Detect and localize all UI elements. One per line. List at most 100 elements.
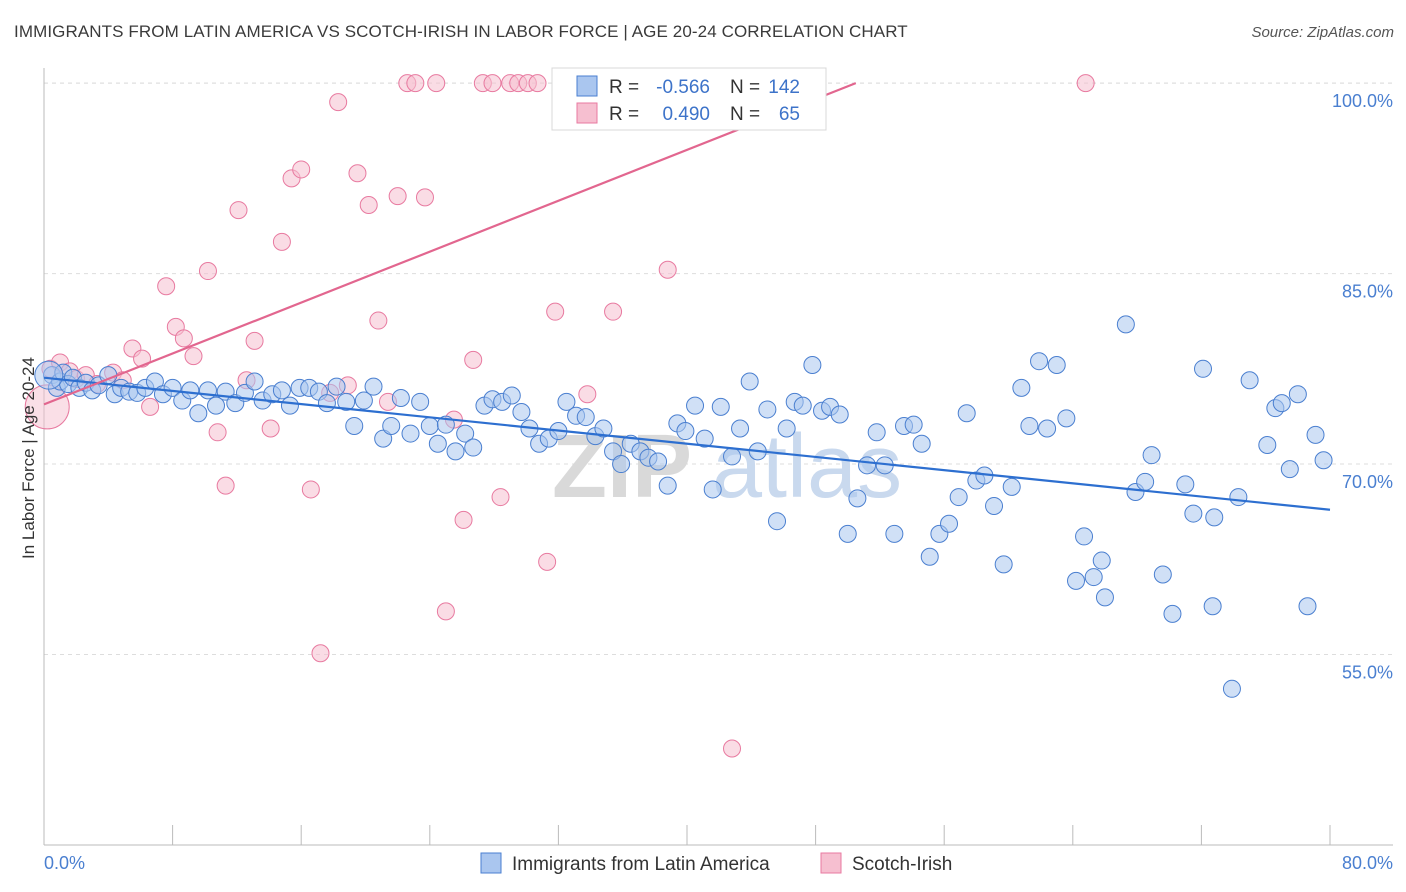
latin-america-point — [920, 547, 939, 566]
scotch-irish-point — [329, 93, 348, 112]
latin-america-point — [1205, 508, 1224, 527]
latin-america-point — [1116, 315, 1135, 334]
latin-america-point — [1229, 488, 1248, 507]
scotch-irish-point — [454, 510, 473, 529]
stat-r-label-pink: R = — [609, 104, 639, 125]
y-tick-label: 100.0% — [1332, 91, 1393, 111]
latin-america-point — [337, 392, 356, 411]
latin-america-point — [686, 396, 705, 415]
latin-america-point — [456, 424, 475, 443]
scotch-irish-point — [245, 331, 264, 350]
latin-america-point — [1142, 446, 1161, 465]
stats-swatch-blue — [576, 75, 598, 97]
y-tick-label: 70.0% — [1342, 472, 1393, 492]
latin-america-point — [1136, 472, 1155, 491]
latin-america-point — [198, 381, 217, 400]
latin-america-point — [1306, 425, 1325, 444]
latin-america-point — [576, 408, 595, 427]
scotch-irish-point — [427, 74, 446, 93]
trend-line-latin-america — [43, 376, 1331, 511]
y-tick-label: 85.0% — [1342, 282, 1393, 302]
latin-america-point — [838, 524, 857, 543]
latin-america-point — [207, 396, 226, 415]
scotch-irish-point — [292, 160, 311, 179]
latin-america-point — [245, 372, 264, 391]
latin-america-point — [604, 442, 623, 461]
latin-america-point — [676, 422, 695, 441]
scotch-irish-point — [272, 232, 291, 251]
scotch-irish-point — [578, 385, 597, 404]
latin-america-point — [411, 392, 430, 411]
legend-swatch-scotch-irish — [820, 852, 842, 874]
latin-america-point — [612, 455, 631, 474]
latin-america-point — [649, 452, 668, 471]
legend-label-latin-america: Immigrants from Latin America — [512, 854, 770, 875]
scotch-irish-point — [538, 552, 557, 571]
latin-america-point — [1203, 597, 1222, 616]
latin-america-point — [867, 423, 886, 442]
latin-america-point — [758, 400, 777, 419]
latin-america-point — [1092, 551, 1111, 570]
latin-america-point — [345, 416, 364, 435]
latin-america-point — [189, 404, 208, 423]
stats-swatch-pink — [576, 102, 598, 124]
latin-america-point — [1153, 565, 1172, 584]
latin-america-point — [1272, 394, 1291, 413]
axes — [43, 68, 1393, 846]
latin-america-point — [885, 524, 904, 543]
latin-america-point — [1038, 419, 1057, 438]
latin-america-point — [1075, 527, 1094, 546]
scotch-irish-point — [229, 201, 248, 220]
scotch-irish-point — [359, 196, 378, 214]
stat-n-value-pink: 65 — [779, 104, 800, 125]
latin-america-point — [731, 419, 750, 438]
scotch-irish-point — [311, 644, 330, 663]
scotch-irish-point — [198, 262, 217, 281]
legend-label-scotch-irish: Scotch-Irish — [852, 854, 952, 875]
latin-america-point — [354, 391, 373, 410]
latin-america-point — [1314, 451, 1333, 470]
stat-r-value-blue: -0.566 — [656, 77, 710, 98]
scotch-irish-point — [216, 476, 235, 495]
latin-america-point — [1194, 359, 1213, 378]
legend-swatch-latin-america — [480, 852, 502, 874]
y-tick-labels: 55.0% 70.0% 85.0% 100.0% — [1332, 91, 1393, 682]
latin-america-point — [985, 496, 1004, 515]
latin-america-point — [557, 392, 576, 411]
latin-america-point — [401, 424, 420, 443]
latin-america-point-large — [34, 360, 64, 390]
latin-america-point — [1240, 371, 1259, 390]
stat-n-label-pink: N = — [730, 104, 760, 125]
latin-america-point — [1298, 597, 1317, 616]
latin-america-point — [1012, 378, 1031, 397]
latin-america-point — [904, 415, 923, 434]
latin-america-point — [740, 372, 759, 391]
latin-america-point — [1057, 409, 1076, 428]
scotch-irish-point — [483, 74, 502, 93]
latin-america-point — [374, 429, 393, 448]
latin-america-point — [317, 394, 336, 413]
scotch-irish-point — [464, 350, 483, 369]
latin-america-point — [464, 438, 483, 457]
latin-america-point — [382, 416, 401, 435]
scotch-irish-point — [528, 74, 547, 93]
trend-line-scotch-irish — [43, 82, 857, 406]
stats-legend: R = -0.566 N = 142 R = 0.490 N = 65 — [551, 67, 827, 131]
latin-america-point — [803, 356, 822, 374]
latin-america-point — [1095, 588, 1114, 607]
latin-america-point — [658, 476, 677, 495]
latin-america-point — [793, 396, 812, 415]
latin-america-points — [34, 315, 1333, 698]
scotch-irish-point — [406, 74, 425, 93]
stat-n-label-blue: N = — [730, 77, 760, 98]
latin-america-point — [364, 377, 383, 396]
latin-america-point — [420, 416, 439, 435]
y-axis-label: In Labor Force | Age 20-24 — [19, 357, 38, 559]
y-tick-label: 55.0% — [1342, 663, 1393, 683]
scotch-irish-point — [301, 480, 320, 499]
scotch-irish-point — [546, 302, 565, 321]
latin-america-point — [940, 514, 959, 533]
latin-america-point — [830, 405, 849, 424]
latin-america-point — [711, 397, 730, 416]
